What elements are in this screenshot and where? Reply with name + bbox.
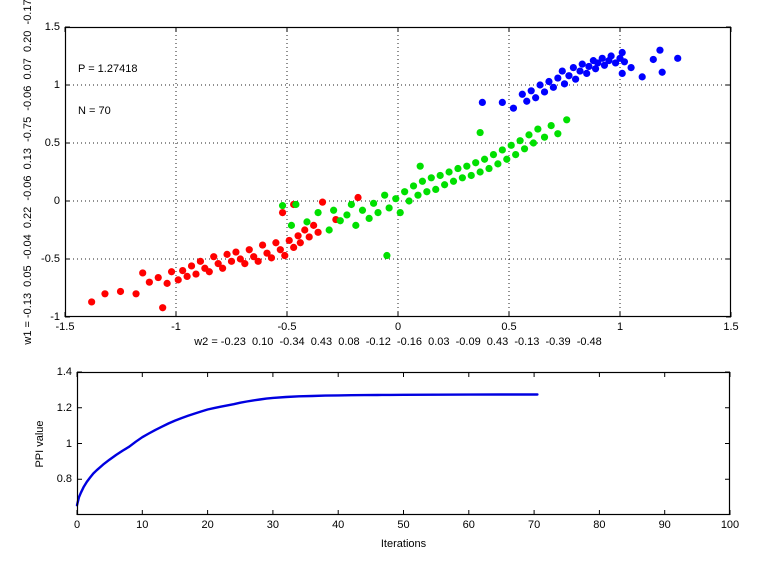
convergence-x-tick-label: 80 <box>593 519 606 531</box>
scatter-x-tick-label: 0.5 <box>501 321 517 333</box>
scatter-canvas <box>64 26 732 318</box>
convergence-x-tick-label: 90 <box>658 519 671 531</box>
scatter-y-tick-label: 0 <box>53 195 60 207</box>
convergence-x-tick-label: 40 <box>332 519 345 531</box>
scatter-x-tick-label: 0 <box>394 321 402 333</box>
convergence-x-tick-label: 50 <box>397 519 410 531</box>
convergence-y-tick-label: 0.8 <box>56 473 72 486</box>
convergence-y-tick-label: 1 <box>65 437 72 450</box>
convergence-canvas <box>75 371 731 516</box>
annotation-p-value: P = 1.27418 <box>78 63 138 75</box>
convergence-axes: Iterations PPI value 0 10 20 30 40 50 60 70 80 90… <box>34 366 739 550</box>
convergence-x-tick-label: 70 <box>527 519 541 531</box>
iterations-xlabel: Iterations <box>380 538 427 550</box>
scatter-y-tick-label: -0.5 <box>41 253 60 265</box>
scatter-y-tick-label: 1.5 <box>44 21 60 33</box>
convergence-y-tick-label: 1.4 <box>56 366 72 378</box>
annotation-box: P = 1.27418 N = 70 <box>78 34 137 146</box>
scatter-xlabel-w2: w2 = -0.23 0.10 -0.34 0.43 0.08 -0.12 -0… <box>194 336 602 348</box>
convergence-x-tick-label: 30 <box>266 519 280 531</box>
convergence-y-tick-label: 1.2 <box>56 401 72 414</box>
convergence-x-tick-label: 0 <box>73 519 81 531</box>
scatter-ylabel-w1: w1 = -0.13 0.05 -0.04 0.22 -0.06 0.13 -0… <box>22 0 34 345</box>
scatter-x-tick-label: -0.5 <box>277 321 297 333</box>
convergence-x-tick-label: 10 <box>136 519 149 531</box>
scatter-x-tick-label: 1.5 <box>723 321 739 333</box>
scatter-y-tick-label: -1 <box>50 311 60 323</box>
convergence-x-tick-label: 20 <box>201 519 214 531</box>
annotation-n-value: N = 70 <box>78 105 111 117</box>
scatter-axes: P = 1.27418 N = 70 w2 = -0.23 0.10 -0.34… <box>22 0 739 348</box>
convergence-x-tick-label: 60 <box>462 519 475 531</box>
scatter-x-tick-label: -1 <box>171 321 181 333</box>
convergence-x-tick-label: 100 <box>720 519 740 531</box>
scatter-y-tick-label: 0.5 <box>44 137 60 149</box>
scatter-x-tick-label: -1.5 <box>55 321 75 333</box>
scatter-y-tick-label: 1 <box>53 79 60 91</box>
scatter-ylabel-wrap: w1 = -0.13 0.05 -0.04 0.22 -0.06 0.13 -0… <box>21 0 35 345</box>
scatter-x-tick-label: 1 <box>616 321 624 333</box>
